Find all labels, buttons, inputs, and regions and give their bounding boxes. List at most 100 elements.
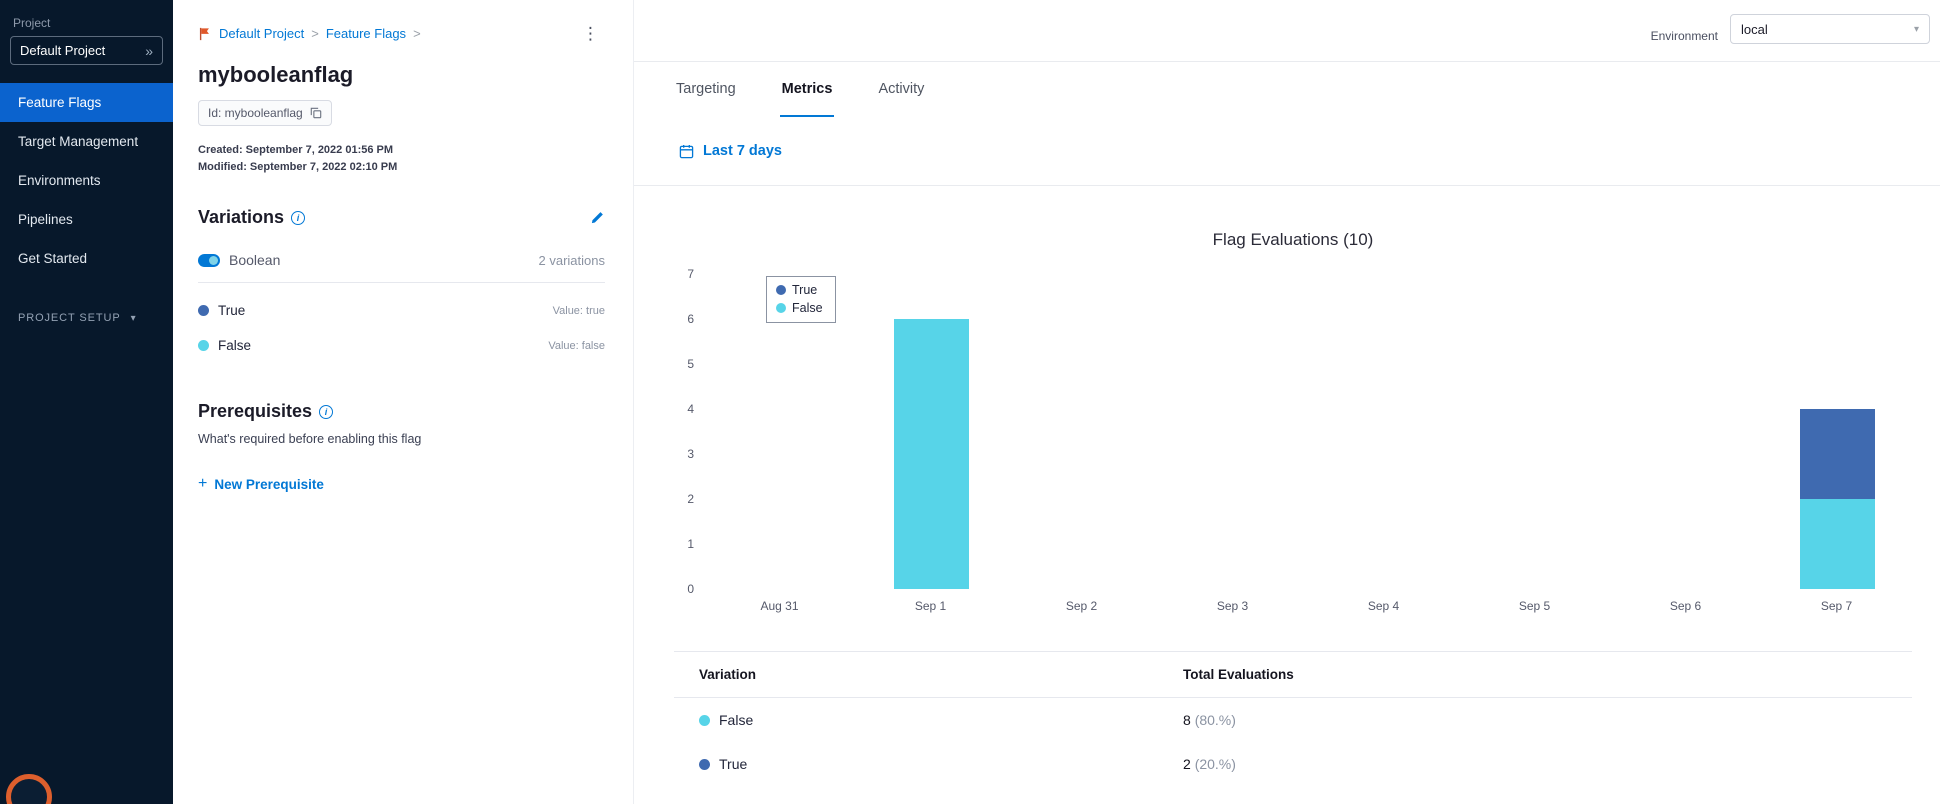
- variation-color-dot: [699, 714, 710, 726]
- bar-slot-sep-4: [1308, 274, 1459, 589]
- legend-color-dot: [776, 285, 786, 295]
- flag-options-menu-icon[interactable]: ⋮: [582, 24, 599, 43]
- sidebar-item-get-started[interactable]: Get Started: [18, 251, 88, 266]
- legend-label: False: [792, 301, 823, 315]
- info-icon: i: [319, 404, 334, 419]
- variation-list: True Value: true False Value: false: [198, 303, 605, 353]
- evaluation-total-value: 2 (20.%): [1183, 756, 1912, 772]
- sidebar-item-pipelines[interactable]: Pipelines: [18, 212, 73, 227]
- variation-type-label: Boolean: [229, 252, 281, 268]
- sidebar-item-environments[interactable]: Environments: [18, 173, 101, 188]
- tab-targeting[interactable]: Targeting: [676, 80, 736, 97]
- new-prerequisite-button[interactable]: + New Prerequisite: [198, 476, 324, 492]
- breadcrumb-separator: >: [311, 26, 319, 41]
- copy-icon[interactable]: [310, 107, 322, 119]
- legend-item-true: True: [776, 283, 823, 297]
- breadcrumb-project-link[interactable]: Default Project: [219, 26, 305, 41]
- x-tick-label-sep-6: Sep 6: [1669, 599, 1702, 613]
- bar-sep-7-true: [1799, 409, 1875, 499]
- variation-row-false: False Value: false: [198, 338, 605, 353]
- x-tick-label-sep-3: Sep 3: [1216, 599, 1249, 613]
- sidebar-item-feature-flags[interactable]: Feature Flags: [0, 83, 173, 122]
- flag-created: Created: September 7, 2022 01:56 PM: [198, 144, 394, 156]
- x-tick-label-sep-4: Sep 4: [1367, 599, 1400, 613]
- y-tick-label: 6: [687, 312, 694, 326]
- new-prerequisite-label: New Prerequisite: [214, 476, 324, 492]
- project-label: Project: [13, 16, 51, 30]
- x-tick-label-sep-2: Sep 2: [1065, 599, 1098, 613]
- evaluation-count: 2: [1183, 756, 1195, 772]
- evaluation-variation-label: False: [719, 712, 754, 728]
- sidebar-item-target-management[interactable]: Target Management: [18, 134, 139, 149]
- chart-y-axis: 0 1 2 3 4 5 6 7: [674, 267, 704, 596]
- chart-plot-area: True False: [704, 274, 1912, 589]
- bar-sep-7-false: [1799, 499, 1875, 589]
- flag-id-text: Id: mybooleanflag: [208, 106, 303, 120]
- harness-logo: [6, 774, 52, 804]
- date-range-row: Last 7 days: [634, 117, 1940, 186]
- chevron-down-icon: ▾: [1913, 23, 1919, 35]
- evaluation-percent: (80.%): [1194, 712, 1236, 728]
- evaluation-row-true: True 2 (20.%): [674, 742, 1912, 786]
- main-content: Environment local ▾ Targeting Metrics Acti…: [634, 0, 1940, 804]
- plus-icon: +: [198, 475, 208, 492]
- flag-meta: Created: September 7, 2022 01:56 PM Modi…: [198, 144, 605, 173]
- chart-legend: True False: [766, 276, 836, 323]
- variation-color-dot: [198, 340, 209, 351]
- double-chevron-icon: »: [145, 42, 153, 59]
- tab-activity[interactable]: Activity: [878, 80, 925, 97]
- evaluation-total-value: 8 (80.%): [1183, 712, 1912, 728]
- evaluations-table-header: Variation Total Evaluations: [674, 651, 1912, 698]
- variation-name: True: [198, 303, 245, 318]
- flag-detail-panel: Default Project > Feature Flags > ⋮ mybo…: [173, 0, 634, 804]
- sidebar: Project Default Project » Feature Flags T…: [0, 0, 173, 804]
- flag-id-badge: Id: mybooleanflag: [198, 100, 332, 126]
- evaluations-table: Variation Total Evaluations False 8 (80.%…: [674, 651, 1912, 786]
- evaluation-variation-name: True: [699, 756, 1183, 772]
- environment-label: Environment: [1650, 28, 1718, 43]
- variation-type-row: Boolean 2 variations: [198, 252, 605, 283]
- variation-count-label: 2 variations: [538, 252, 605, 268]
- legend-item-false: False: [776, 301, 823, 315]
- chart-x-axis: Aug 31 Sep 1 Sep 2 Sep 3 Sep 4 Sep 5 Sep 6 Sep …: [704, 599, 1912, 613]
- y-tick-label: 1: [687, 537, 694, 551]
- bar-slot-sep-6: [1610, 274, 1761, 589]
- project-selector[interactable]: Default Project »: [10, 36, 163, 65]
- bar-slot-sep-5: [1459, 274, 1610, 589]
- variation-color-dot: [198, 305, 209, 316]
- evaluations-table-body: False 8 (80.%) True 2 (20.%): [674, 698, 1912, 786]
- tab-metrics[interactable]: Metrics: [779, 62, 835, 117]
- breadcrumb-section-link[interactable]: Feature Flags: [325, 26, 407, 41]
- environment-select[interactable]: local ▾: [1730, 14, 1930, 44]
- x-tick-label-aug-31: Aug 31: [760, 599, 799, 613]
- flag-evaluations-chart: Flag Evaluations (10) 0 1 2 3 4 5 6 7 True False…: [674, 230, 1912, 613]
- prerequisites-heading: Prerequisites i: [198, 401, 334, 422]
- evaluation-count: 8: [1183, 712, 1195, 728]
- edit-variations-icon[interactable]: [590, 210, 605, 225]
- project-selector-value: Default Project: [20, 43, 106, 58]
- bar-slot-sep-3: [1157, 274, 1308, 589]
- y-tick-label: 0: [687, 582, 694, 596]
- date-range-button[interactable]: Last 7 days: [703, 143, 782, 159]
- project-setup-label: PROJECT SETUP: [18, 312, 121, 324]
- flag-tabs: Targeting Metrics Activity: [634, 62, 1940, 117]
- boolean-toggle-icon: [198, 253, 220, 267]
- variations-heading: Variations i: [198, 207, 306, 228]
- project-setup-toggle[interactable]: PROJECT SETUP ▾: [0, 300, 173, 336]
- environment-select-value: local: [1741, 21, 1768, 37]
- variation-color-dot: [699, 758, 710, 770]
- variation-value-label: Value: false: [548, 339, 605, 352]
- header-variation: Variation: [699, 667, 757, 682]
- evaluation-row-false: False 8 (80.%): [674, 698, 1912, 742]
- variation-name-label: False: [218, 338, 252, 353]
- y-tick-label: 2: [687, 492, 694, 506]
- y-tick-label: 7: [687, 267, 694, 281]
- bar-slot-sep-1: [855, 274, 1006, 589]
- legend-color-dot: [776, 303, 786, 313]
- evaluation-percent: (20.%): [1194, 756, 1236, 772]
- variations-heading-label: Variations: [198, 207, 285, 227]
- bar-sep-1-false: [893, 319, 969, 589]
- variation-name: False: [198, 338, 251, 353]
- breadcrumb-separator: >: [413, 26, 421, 41]
- environment-bar: Environment local ▾: [634, 0, 1940, 62]
